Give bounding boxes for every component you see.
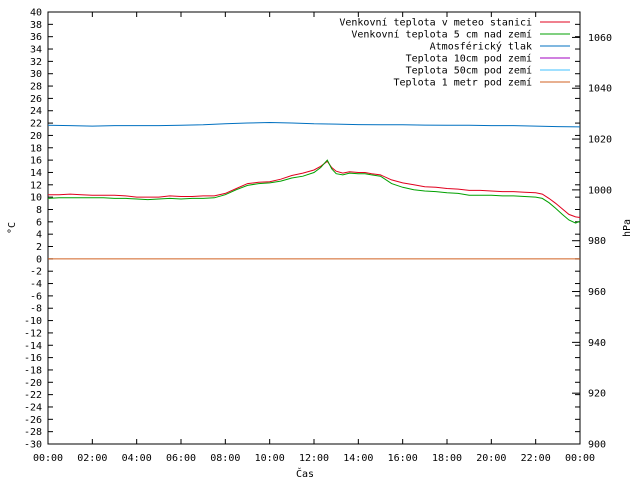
legend-label-6: Teplota 1 metr pod zemí — [394, 77, 532, 89]
x-tick-label: 22:00 — [521, 453, 551, 464]
legend: Venkovní teplota v meteo staniciVenkovní… — [339, 17, 570, 89]
y-tick-label: -6 — [30, 291, 42, 302]
plot-series — [47, 121, 581, 260]
y-tick-label: -8 — [30, 304, 42, 315]
y-tick-label: 34 — [30, 45, 42, 56]
y-tick-label: 18 — [30, 143, 42, 154]
y-tick-label: 6 — [36, 217, 42, 228]
y-tick-label: -22 — [24, 390, 42, 401]
series-line-2 — [47, 159, 581, 224]
y-tick-label: -14 — [24, 341, 42, 352]
x-tick-label: 00:00 — [565, 453, 595, 464]
y-tick-label: 30 — [30, 69, 42, 80]
y-tick-label: 14 — [30, 168, 42, 179]
y2-tick-label: 1040 — [588, 84, 612, 95]
y-tick-label: 8 — [36, 205, 42, 216]
x-tick-label: 20:00 — [476, 453, 506, 464]
y-tick-label: -4 — [30, 279, 42, 290]
y-tick-label: -16 — [24, 353, 42, 364]
series-line-1 — [48, 160, 581, 218]
y-tick-label: 38 — [30, 20, 42, 31]
y-tick-label: -30 — [24, 440, 42, 451]
y-tick-label: 4 — [36, 230, 42, 241]
y2-tick-label: 900 — [588, 440, 606, 451]
y-tick-label: 36 — [30, 32, 42, 43]
x-tick-label: 14:00 — [343, 453, 373, 464]
x-tick-label: 12:00 — [299, 453, 329, 464]
y-tick-label: -28 — [24, 427, 42, 438]
y2-tick-label: 1000 — [588, 185, 612, 196]
y2-tick-label: 940 — [588, 338, 606, 349]
y-tick-label: 22 — [30, 119, 42, 130]
y-tick-label: 16 — [30, 156, 42, 167]
y-tick-label: -26 — [24, 415, 42, 426]
y-tick-label: -12 — [24, 328, 42, 339]
x-tick-label: 16:00 — [388, 453, 418, 464]
y-tick-label: 24 — [30, 106, 42, 117]
y-tick-label: 0 — [36, 254, 42, 265]
x-tick-label: 06:00 — [166, 453, 196, 464]
y-tick-label: 26 — [30, 94, 42, 105]
y2-tick-label: 920 — [588, 389, 606, 400]
y2-tick-label: 1020 — [588, 135, 612, 146]
y-tick-label: 10 — [30, 193, 42, 204]
y-tick-label: 40 — [30, 8, 42, 19]
legend-label-4: Teplota 10cm pod zemí — [406, 53, 532, 65]
x-tick-label: 10:00 — [255, 453, 285, 464]
y-axis: -30-28-26-24-22-20-18-16-14-12-10-8-6-4-… — [24, 8, 580, 451]
series-line-3 — [47, 121, 581, 128]
y2-axis-title: hPa — [622, 219, 633, 237]
x-tick-label: 02:00 — [77, 453, 107, 464]
y-axis-title: °C — [7, 222, 18, 234]
y-tick-label: 32 — [30, 57, 42, 68]
x-axis-title: Čas — [296, 467, 314, 480]
y-tick-label: -18 — [24, 365, 42, 376]
legend-label-5: Teplota 50cm pod zemí — [406, 65, 532, 77]
y-tick-label: -24 — [24, 402, 42, 413]
y2-tick-label: 980 — [588, 236, 606, 247]
legend-label-3: Atmosférický tlak — [430, 41, 532, 53]
x-tick-label: 04:00 — [122, 453, 152, 464]
legend-label-1: Venkovní teplota v meteo stanici — [339, 17, 532, 29]
y2-tick-label: 960 — [588, 287, 606, 298]
y-tick-label: 20 — [30, 131, 42, 142]
x-axis: 00:00 02:00 04:00 06:00 08:00 10:00 12:00 14:00… — [33, 12, 595, 464]
y-tick-label: 12 — [30, 180, 42, 191]
y-tick-label: -2 — [30, 267, 42, 278]
x-tick-label: 18:00 — [432, 453, 462, 464]
y-tick-label: -20 — [24, 378, 42, 389]
legend-label-2: Venkovní teplota 5 cm nad zemí — [351, 29, 532, 41]
y-tick-label: -10 — [24, 316, 42, 327]
y2-tick-label: 1060 — [588, 33, 612, 44]
y2-axis: 900 920 940 960 980 1000 1020 1040 1060 — [572, 33, 612, 451]
y-tick-label: 2 — [36, 242, 42, 253]
y-tick-label: 28 — [30, 82, 42, 93]
x-tick-label: 00:00 — [33, 453, 63, 464]
x-tick-label: 08:00 — [210, 453, 240, 464]
